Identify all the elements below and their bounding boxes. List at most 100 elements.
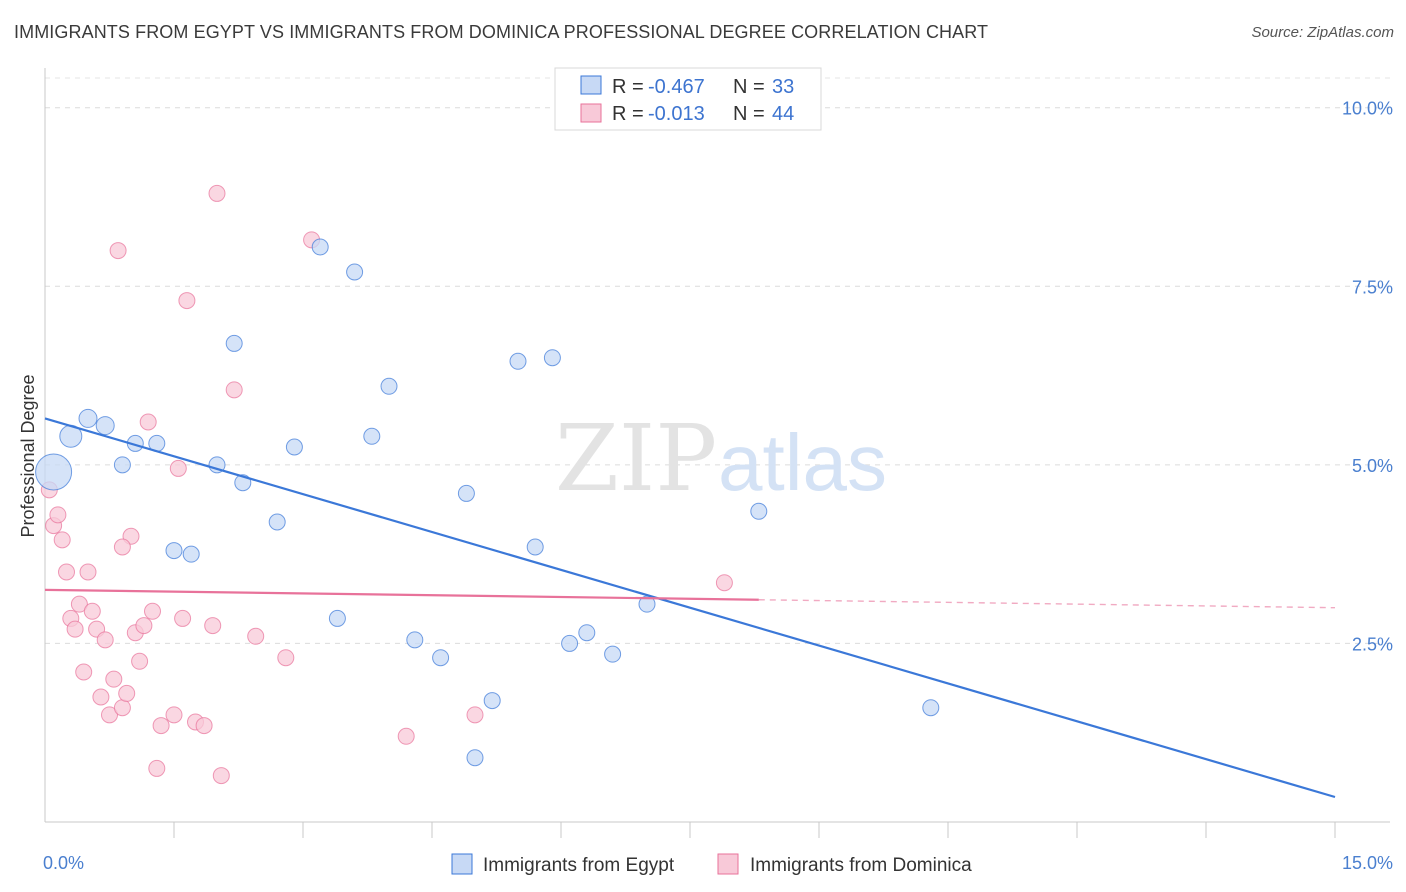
x-tick-label-1: 15.0% xyxy=(1342,853,1393,873)
point-egypt-17 xyxy=(363,427,381,445)
point-dominica-34 xyxy=(208,184,226,202)
point-egypt-26 xyxy=(543,349,561,367)
y-tick-label-0: 2.5% xyxy=(1352,634,1393,654)
point-dominica-4 xyxy=(58,563,75,581)
point-dominica-38 xyxy=(277,649,295,667)
point-dominica-28 xyxy=(169,459,187,477)
trend-line-egypt xyxy=(44,417,1336,799)
point-dominica-21 xyxy=(131,652,149,670)
point-dominica-3 xyxy=(53,531,71,549)
x-tick-label-0: 0.0% xyxy=(43,853,84,873)
legend-n-label-dominica: N = xyxy=(733,103,765,125)
point-dominica-27 xyxy=(165,706,183,724)
point-dominica-12 xyxy=(92,688,110,706)
series-legend-label-dominica: Immigrants from Dominica xyxy=(750,855,972,876)
point-dominica-36 xyxy=(225,381,243,399)
trend-line-dominica xyxy=(44,588,759,601)
point-dominica-23 xyxy=(139,413,157,431)
legend-r-label-dominica: R = xyxy=(612,103,644,125)
legend-r-label-egypt: R = xyxy=(612,76,644,98)
point-dominica-41 xyxy=(466,706,484,724)
point-egypt-15 xyxy=(328,609,346,627)
point-dominica-32 xyxy=(195,717,213,735)
series-legend: Immigrants from Egypt Immigrants from Do… xyxy=(451,853,972,876)
point-dominica-18 xyxy=(118,684,136,702)
point-dominica-10 xyxy=(83,602,101,620)
y-axis-label: Professional Degree xyxy=(18,374,38,537)
point-dominica-33 xyxy=(204,617,222,635)
watermark-atlas: atlas xyxy=(718,418,887,507)
point-egypt-29 xyxy=(604,645,622,663)
y-tick-label-2: 7.5% xyxy=(1352,277,1393,297)
trend-line-extension-dominica xyxy=(758,599,1336,609)
point-egypt-22 xyxy=(466,749,484,767)
series-legend-label-egypt: Immigrants from Egypt xyxy=(483,855,675,876)
point-egypt-25 xyxy=(526,538,544,556)
y-tick-label-3: 10.0% xyxy=(1342,99,1393,119)
point-egypt-14 xyxy=(311,238,329,256)
watermark-zip: ZIP xyxy=(555,405,717,512)
point-dominica-35 xyxy=(212,767,230,785)
point-egypt-8 xyxy=(182,545,200,563)
point-dominica-13 xyxy=(96,631,114,649)
point-dominica-30 xyxy=(178,292,196,310)
legend-swatch-egypt xyxy=(580,75,602,95)
point-dominica-9 xyxy=(79,563,97,581)
point-egypt-23 xyxy=(483,692,501,710)
point-egypt-2 xyxy=(78,408,98,428)
point-dominica-25 xyxy=(148,759,166,777)
point-egypt-10 xyxy=(225,334,243,352)
point-egypt-19 xyxy=(406,631,424,649)
point-dominica-16 xyxy=(109,242,127,260)
point-egypt-27 xyxy=(561,634,579,652)
legend-n-value-dominica: 44 xyxy=(772,103,794,125)
point-dominica-40 xyxy=(397,727,415,745)
point-egypt-7 xyxy=(165,542,183,560)
point-dominica-24 xyxy=(144,602,161,620)
trend-lines xyxy=(44,417,1336,799)
point-dominica-37 xyxy=(247,627,265,645)
point-egypt-3 xyxy=(95,416,115,436)
legend-n-label-egypt: N = xyxy=(733,76,765,98)
legend-r-value-egypt: -0.467 xyxy=(648,76,705,98)
point-dominica-8 xyxy=(75,663,93,681)
axes xyxy=(44,68,1390,838)
point-egypt-32 xyxy=(922,699,940,717)
watermark: ZIP atlas xyxy=(555,405,887,512)
point-egypt-0 xyxy=(35,453,73,491)
point-dominica-26 xyxy=(152,717,170,735)
legend-n-value-egypt: 33 xyxy=(772,76,794,98)
point-dominica-42 xyxy=(113,538,131,556)
chart-title: IMMIGRANTS FROM EGYPT VS IMMIGRANTS FROM… xyxy=(14,22,989,42)
point-egypt-20 xyxy=(432,649,450,667)
point-dominica-43 xyxy=(715,574,733,592)
point-dominica-15 xyxy=(105,670,123,688)
point-dominica-22 xyxy=(135,617,153,635)
series-legend-swatch-egypt xyxy=(451,853,473,875)
point-egypt-12 xyxy=(268,513,286,531)
series-legend-swatch-dominica xyxy=(717,853,739,875)
point-egypt-18 xyxy=(380,377,398,395)
data-points xyxy=(35,184,940,785)
point-dominica-6 xyxy=(66,620,84,638)
correlation-legend: R = -0.467 N = 33 R = -0.013 N = 44 xyxy=(554,67,822,131)
point-egypt-4 xyxy=(113,456,131,474)
legend-r-value-dominica: -0.013 xyxy=(648,103,705,125)
legend-swatch-dominica xyxy=(580,103,602,123)
source-label: Source: ZipAtlas.com xyxy=(1251,24,1394,41)
tick-labels: 2.5% 5.0% 7.5% 10.0% 0.0% 15.0% xyxy=(43,99,1393,873)
point-egypt-24 xyxy=(509,352,527,370)
point-dominica-2 xyxy=(49,506,67,524)
point-egypt-21 xyxy=(457,484,475,502)
point-dominica-7 xyxy=(70,595,88,613)
point-egypt-13 xyxy=(285,438,303,456)
point-dominica-29 xyxy=(174,609,192,627)
point-egypt-31 xyxy=(750,502,768,520)
point-dominica-14 xyxy=(101,706,118,724)
point-egypt-16 xyxy=(346,263,364,281)
gridlines xyxy=(45,77,1390,644)
point-dominica-17 xyxy=(113,699,131,717)
y-tick-label-1: 5.0% xyxy=(1352,456,1393,476)
point-egypt-28 xyxy=(578,624,596,642)
